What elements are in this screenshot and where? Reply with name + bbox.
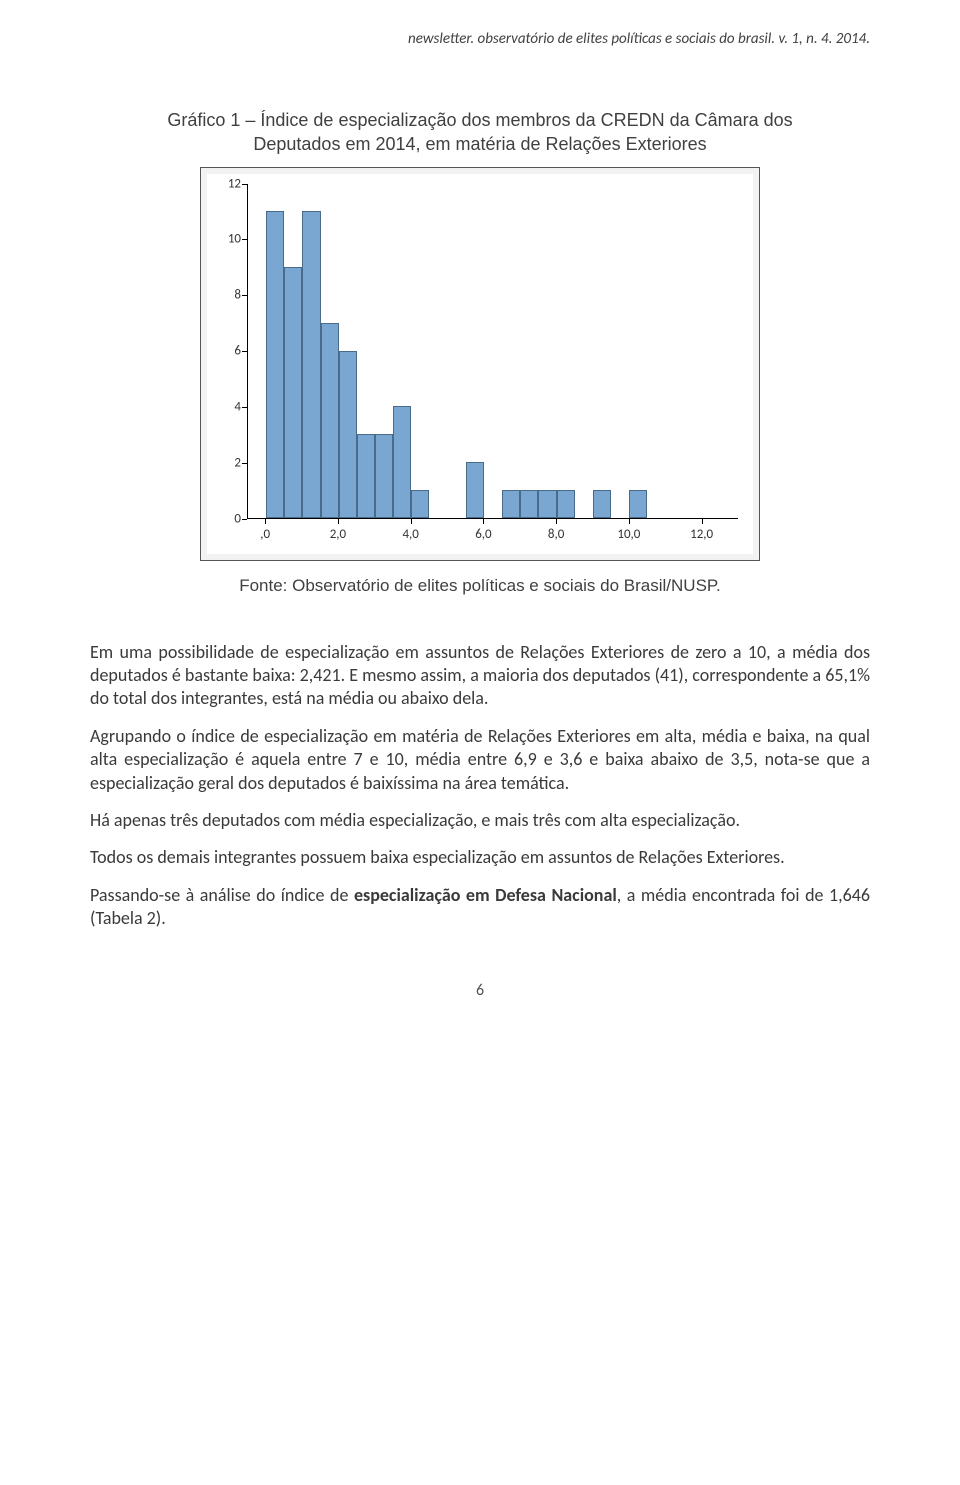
histogram-bar <box>266 211 284 517</box>
y-tick-label: 2 <box>234 455 241 470</box>
y-tick-label: 12 <box>228 176 241 191</box>
paragraph-3: Há apenas três deputados com média espec… <box>90 809 870 832</box>
body-text: Em uma possibilidade de especialização e… <box>90 641 870 931</box>
histogram-bar <box>629 490 647 518</box>
figure-title: Gráfico 1 – Índice de especialização dos… <box>130 108 830 157</box>
x-tick-label: 10,0 <box>617 527 640 542</box>
paragraph-5: Passando-se à análise do índice de espec… <box>90 884 870 931</box>
histogram-bar <box>557 490 575 518</box>
figure-source: Fonte: Observatório de elites políticas … <box>90 576 870 596</box>
histogram-bar <box>466 462 484 518</box>
x-tick-label: ,0 <box>260 527 270 542</box>
y-tick-label: 4 <box>234 399 241 414</box>
histogram-bar <box>593 490 611 518</box>
histogram-bar <box>411 490 429 518</box>
histogram-bars <box>248 184 738 518</box>
running-head: newsletter. observatório de elites polít… <box>90 30 870 48</box>
x-tick-label: 2,0 <box>330 527 346 542</box>
chart-inner: 0 2 4 6 8 10 12 ,0 2,0 4,0 6,0 8,0 10,0 12,0 <box>207 174 753 554</box>
histogram-bar <box>357 434 375 518</box>
paragraph-4: Todos os demais integrantes possuem baix… <box>90 846 870 869</box>
x-axis-ticks: ,0 2,0 4,0 6,0 8,0 10,0 12,0 <box>247 519 738 554</box>
histogram-bar <box>502 490 520 518</box>
y-axis-ticks: 024681012 <box>207 184 247 519</box>
x-tick-label: 12,0 <box>690 527 713 542</box>
histogram-bar <box>339 351 357 518</box>
histogram-bar <box>302 211 320 517</box>
p5-pre: Passando-se à análise do índice de <box>90 884 354 906</box>
page-number: 6 <box>90 981 870 1000</box>
x-tick-label: 4,0 <box>402 527 418 542</box>
histogram-bar <box>393 406 411 517</box>
histogram-bar <box>538 490 556 518</box>
x-tick-label: 8,0 <box>548 527 564 542</box>
y-tick-label: 6 <box>234 344 241 359</box>
histogram-bar <box>375 434 393 518</box>
chart-frame: 0 2 4 6 8 10 12 ,0 2,0 4,0 6,0 8,0 10,0 12,0 <box>200 167 760 561</box>
y-tick-label: 0 <box>234 511 241 526</box>
histogram-bar <box>284 267 302 518</box>
paragraph-2: Agrupando o índice de especialização em … <box>90 725 870 795</box>
histogram-bar <box>321 323 339 518</box>
histogram-bar <box>520 490 538 518</box>
p5-bold-term: especialização em Defesa Nacional <box>354 884 617 906</box>
chart-container: 0 2 4 6 8 10 12 ,0 2,0 4,0 6,0 8,0 10,0 12,0 <box>200 167 760 561</box>
paragraph-1: Em uma possibilidade de especialização e… <box>90 641 870 711</box>
plot-area <box>247 184 738 519</box>
y-tick-label: 8 <box>234 288 241 303</box>
y-tick-label: 10 <box>228 232 241 247</box>
x-tick-label: 6,0 <box>475 527 491 542</box>
